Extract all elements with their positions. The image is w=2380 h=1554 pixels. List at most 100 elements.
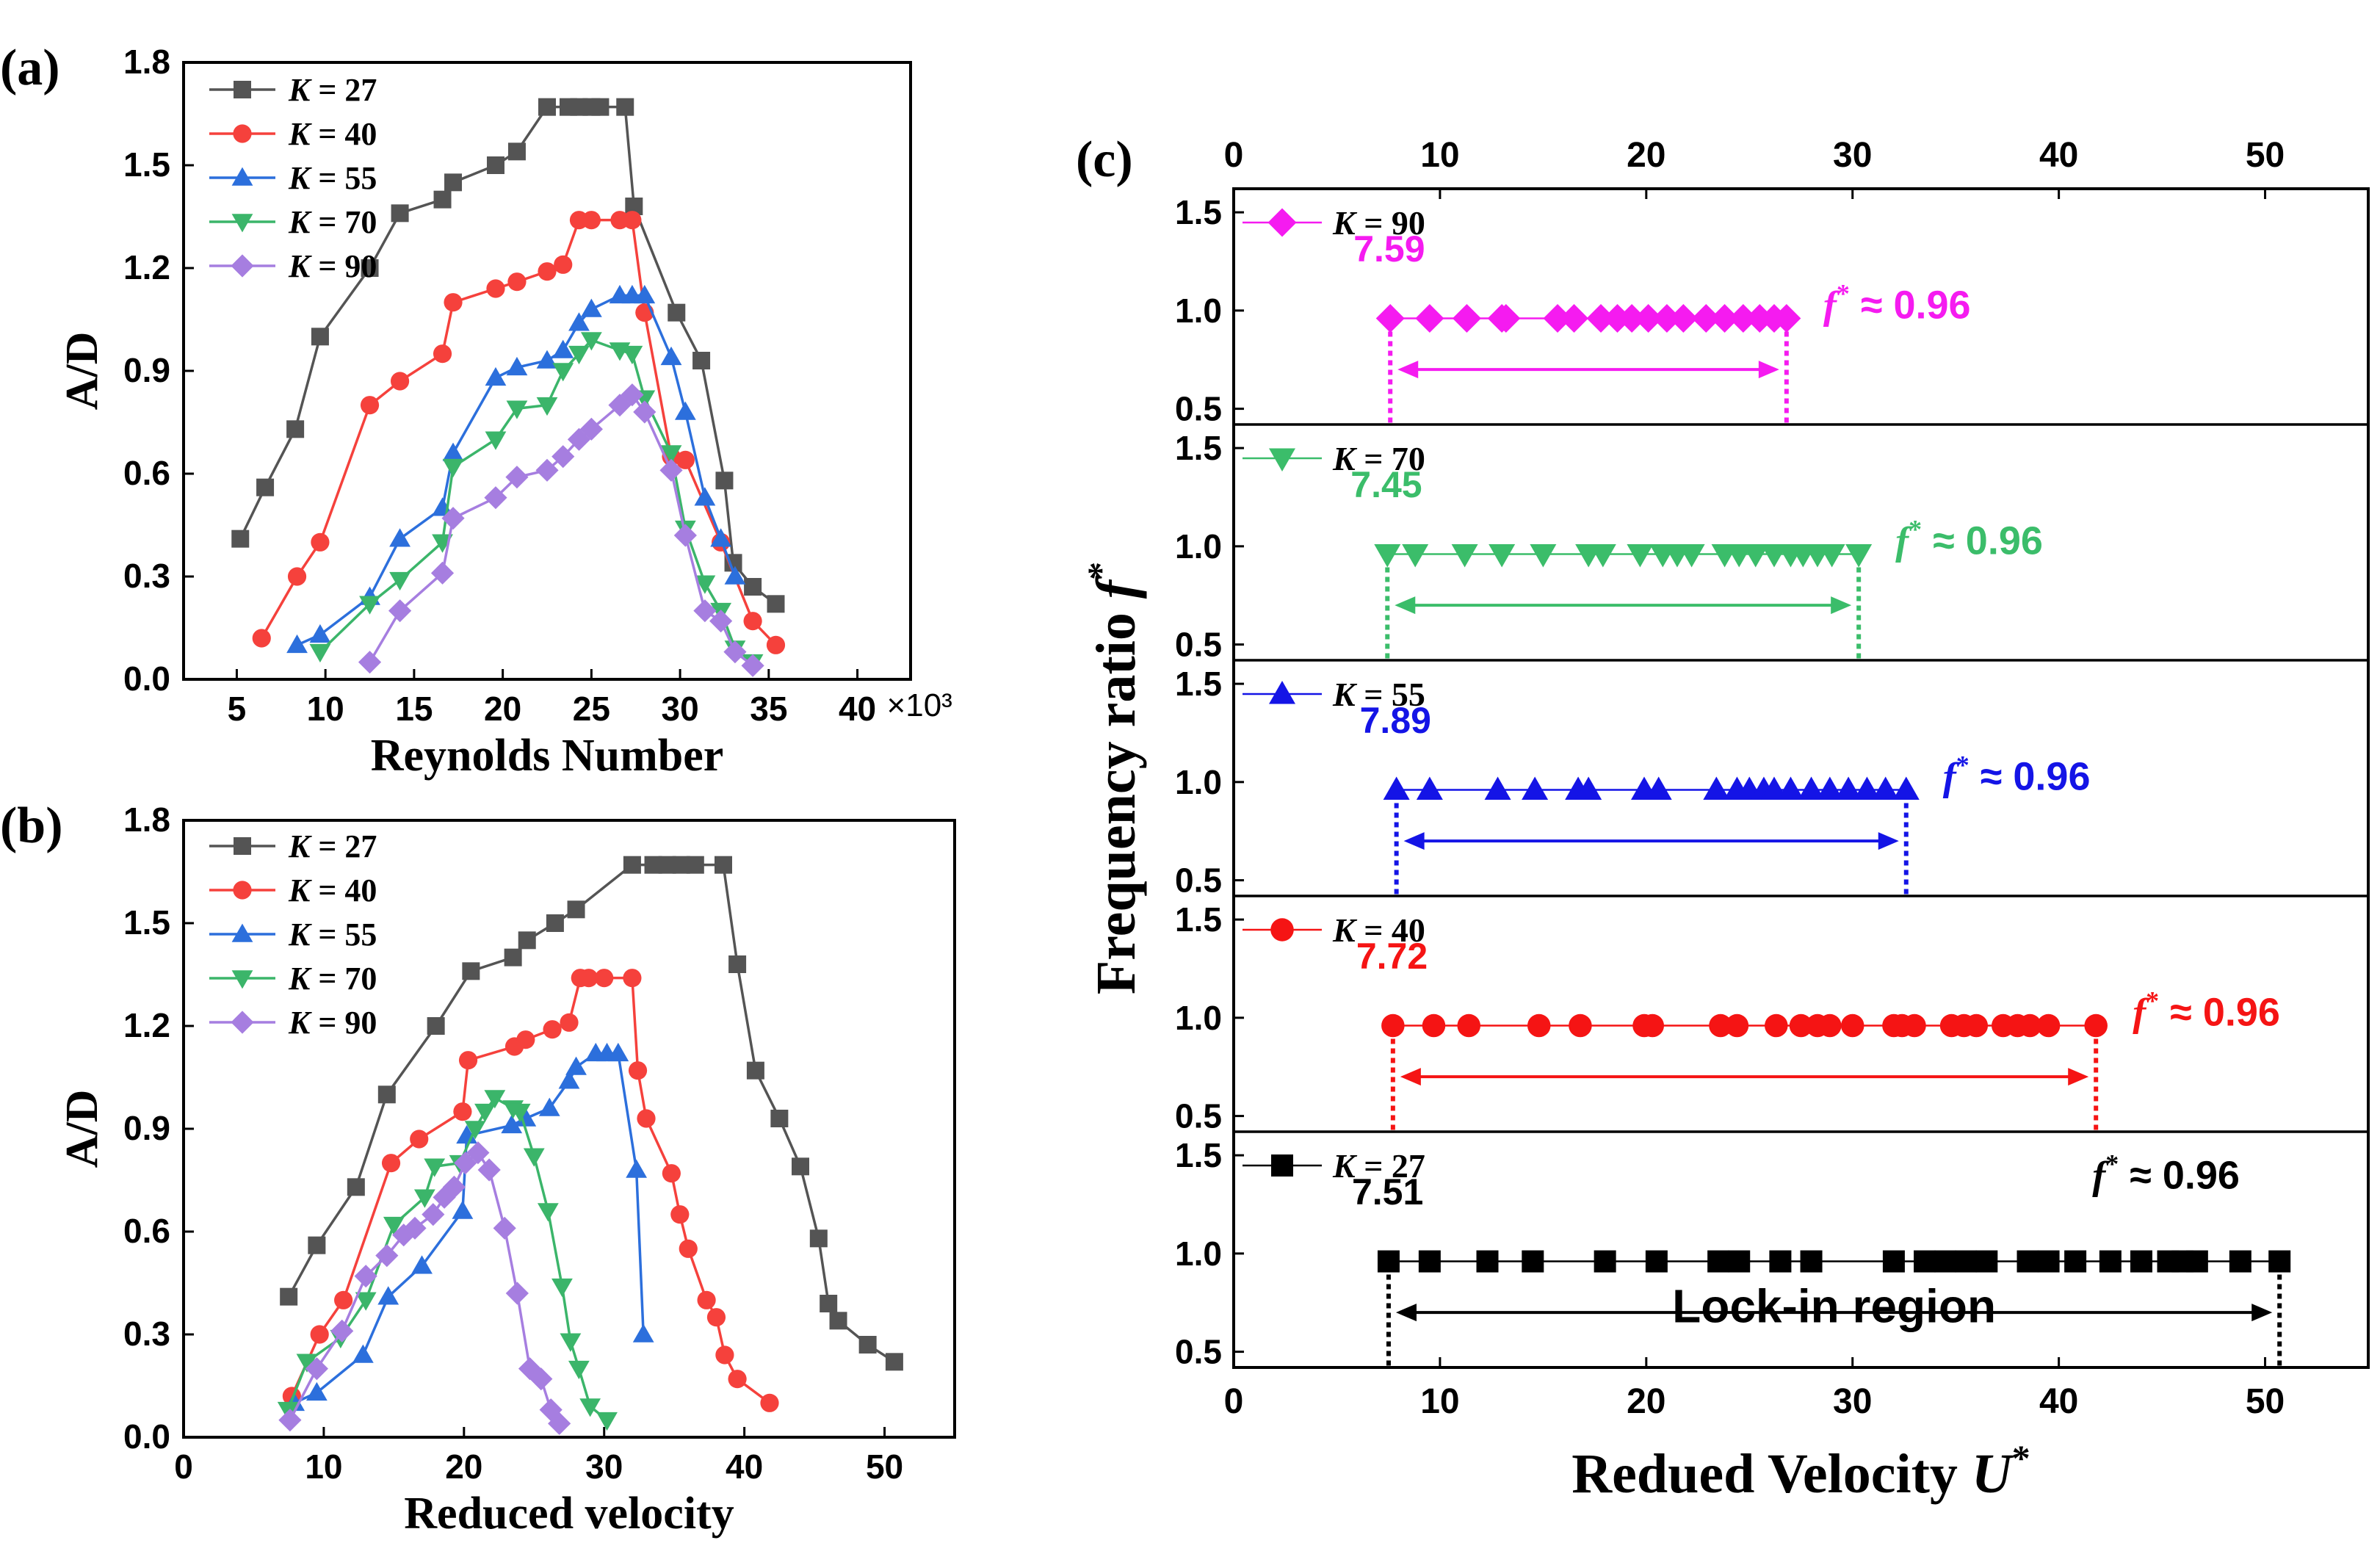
data-point [637, 1109, 656, 1128]
x-multiplier: ×10³ [887, 687, 952, 723]
legend-label: K = 40 [288, 116, 377, 152]
y-tick-label: 1.2 [123, 248, 170, 286]
y-tick-label: 0.3 [123, 557, 170, 595]
data-point [453, 1102, 472, 1121]
data-point [1543, 304, 1572, 333]
data-point [441, 507, 465, 530]
data-point [1709, 1013, 1732, 1038]
data-point [1835, 776, 1862, 801]
data-point [535, 458, 559, 482]
fstar-approx: ≈ [1850, 283, 1894, 328]
legend-k-value: = 70 [1356, 440, 1425, 477]
data-point [536, 350, 558, 369]
legend-k: K [288, 160, 312, 196]
panel-a: 0.0 0.3 0.6 0.9 1.2 1.5 1.8 5 10 15 20 25 30 35 40 ×10³… [0, 40, 952, 781]
legend-k-value: = 27 [1356, 1147, 1425, 1185]
data-point [1703, 776, 1730, 801]
data-point [1457, 1013, 1480, 1038]
data-point [464, 1121, 486, 1140]
data-point [744, 578, 762, 596]
data-point [558, 1070, 580, 1089]
start-label: 7.59 [1353, 228, 1425, 270]
data-point [741, 654, 764, 677]
data-point [506, 356, 528, 376]
x-tick-label: 50 [2246, 1382, 2285, 1421]
legend-k-value: = 90 [310, 1005, 377, 1041]
data-point [1422, 1013, 1446, 1038]
data-point [591, 98, 610, 116]
region-label: Lock-in region [1672, 1279, 1996, 1332]
data-point [474, 1103, 496, 1123]
legend-k-value: = 70 [310, 961, 377, 997]
data-point [552, 339, 574, 358]
fstar-symbol: f [1943, 755, 1960, 799]
data-point [383, 1216, 405, 1236]
data-point [673, 524, 697, 547]
fstar-approx: ≈ [1922, 519, 1966, 563]
legend-k-value: = 27 [310, 72, 377, 108]
data-point [537, 1203, 559, 1222]
data-point [728, 955, 747, 973]
data-point [743, 612, 762, 631]
data-point [1527, 1013, 1551, 1038]
data-point [355, 1292, 377, 1311]
data-point [529, 1367, 553, 1391]
legend-label: K = 55 [288, 917, 377, 953]
data-point [1800, 1250, 1823, 1273]
data-point [723, 640, 747, 664]
arrow-head-left [1395, 596, 1416, 615]
data-point [1575, 776, 1602, 801]
data-point [1728, 1250, 1751, 1273]
fstar-sup: * [1837, 279, 1850, 308]
data-point [693, 599, 717, 623]
data-point [354, 1265, 377, 1288]
y-tick-label: 1.0 [1175, 527, 1222, 565]
x-tick-label: 20 [1627, 1382, 1665, 1421]
data-point [623, 856, 641, 874]
data-point [305, 1381, 328, 1401]
legend-label: K = 27 [1332, 1147, 1425, 1185]
arrow-head-left [1403, 832, 1425, 850]
data-point [1789, 1013, 1813, 1038]
data-point [697, 1290, 716, 1309]
x-tick-label: 40 [839, 690, 876, 728]
data-point [359, 596, 380, 615]
data-point [430, 561, 455, 585]
fstar-approx: ≈ [2119, 1154, 2163, 1198]
data-point [608, 394, 632, 417]
data-point [1816, 776, 1843, 801]
start-label: 7.72 [1356, 936, 1428, 977]
data-point [551, 1278, 573, 1298]
y-axis-label: A/D [57, 1090, 107, 1168]
data-point [679, 1239, 698, 1258]
subpanel-k27: 0.5 1.0 1.5 K = 277.51 f* ≈ 0.96 Lock-in regi… [1175, 1130, 2368, 1371]
y-tick-label: 0.0 [123, 1417, 170, 1456]
x-axis-label-main: Redued Velocity [1571, 1443, 1972, 1505]
data-point [1381, 1013, 1405, 1038]
x-tick-label: 30 [662, 690, 699, 728]
data-point [1416, 776, 1443, 801]
data-point [442, 442, 464, 461]
data-point [885, 1353, 903, 1371]
x-tick-label: 40 [2039, 1382, 2078, 1421]
y-tick-label: 0.9 [123, 1109, 170, 1147]
series-k90 [358, 383, 764, 677]
y-tick-label: 1.8 [123, 801, 170, 839]
fstar-label: f* ≈ 0.96 [1895, 515, 2043, 563]
data-point [375, 1244, 399, 1268]
data-point [1777, 776, 1804, 801]
panel-b: 0.0 0.3 0.6 0.9 1.2 1.5 1.8 0 10 20 30 40 50 Reduced … [0, 798, 956, 1539]
data-point [2130, 1250, 2152, 1273]
data-point [1882, 1250, 1905, 1273]
data-point [536, 397, 558, 416]
data-point [2099, 1250, 2122, 1273]
x-tick-label: 0 [174, 1448, 193, 1486]
data-point [1818, 1013, 1842, 1038]
y-tick-label: 1.0 [1175, 999, 1222, 1037]
x-tick-label: 30 [1833, 1382, 1872, 1421]
data-point [567, 900, 585, 919]
x-axis-label-sup: * [2012, 1437, 2030, 1478]
legend-marker [234, 81, 251, 98]
x-tick-label: 40 [726, 1448, 763, 1486]
x-tick-label-top: 40 [2039, 136, 2078, 175]
